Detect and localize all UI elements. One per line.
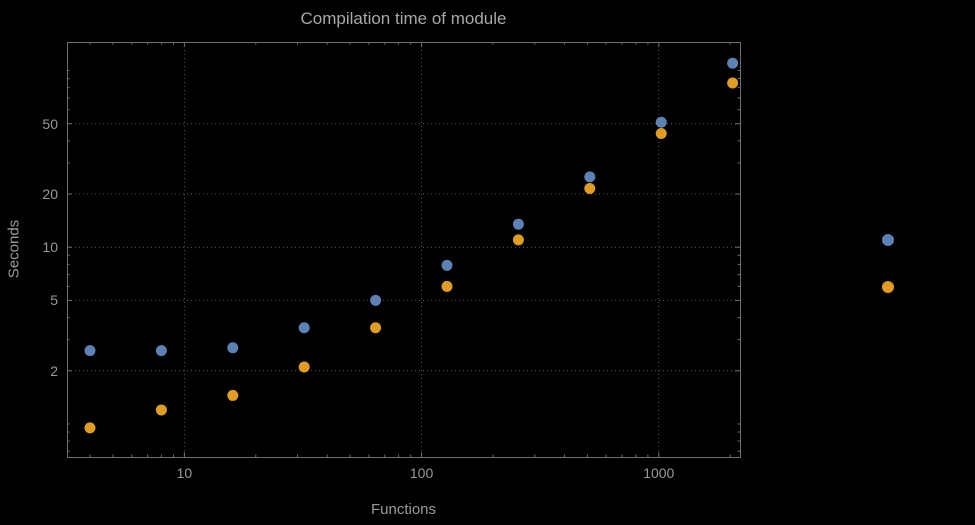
data-point-series-1 <box>512 218 524 230</box>
x-tick-label: 100 <box>409 465 434 481</box>
y-tick-label: 2 <box>50 362 58 379</box>
y-tick-label: 50 <box>42 115 58 132</box>
data-point-series-2 <box>655 128 667 140</box>
data-point-series-2 <box>512 234 524 246</box>
data-point-series-1 <box>155 345 167 357</box>
legend-marker-series-1 <box>882 234 894 246</box>
x-tick-label: 10 <box>176 465 193 481</box>
data-point-series-1 <box>584 171 596 183</box>
data-point-series-1 <box>370 294 382 306</box>
data-point-series-2 <box>584 182 596 194</box>
chart-title: Compilation time of module <box>300 9 507 28</box>
data-point-series-2 <box>155 404 167 416</box>
data-point-series-2 <box>84 422 96 434</box>
y-tick-label: 20 <box>42 186 58 203</box>
data-point-series-2 <box>727 77 739 89</box>
legend-marker-series-2 <box>882 281 894 293</box>
data-point-series-2 <box>441 280 453 292</box>
data-point-series-1 <box>441 259 453 271</box>
data-point-series-1 <box>655 116 667 128</box>
data-point-series-1 <box>727 57 739 69</box>
data-point-series-2 <box>298 361 310 373</box>
x-tick-label: 1000 <box>643 465 675 481</box>
y-tick-label: 10 <box>42 239 58 256</box>
x-axis-label: Functions <box>370 501 437 518</box>
data-point-series-2 <box>227 389 239 401</box>
data-point-series-1 <box>227 342 239 354</box>
data-point-series-1 <box>298 322 310 334</box>
plot-frame <box>67 42 741 458</box>
y-tick-label: 5 <box>50 292 58 309</box>
data-point-series-1 <box>84 345 96 357</box>
data-point-series-2 <box>370 322 382 334</box>
